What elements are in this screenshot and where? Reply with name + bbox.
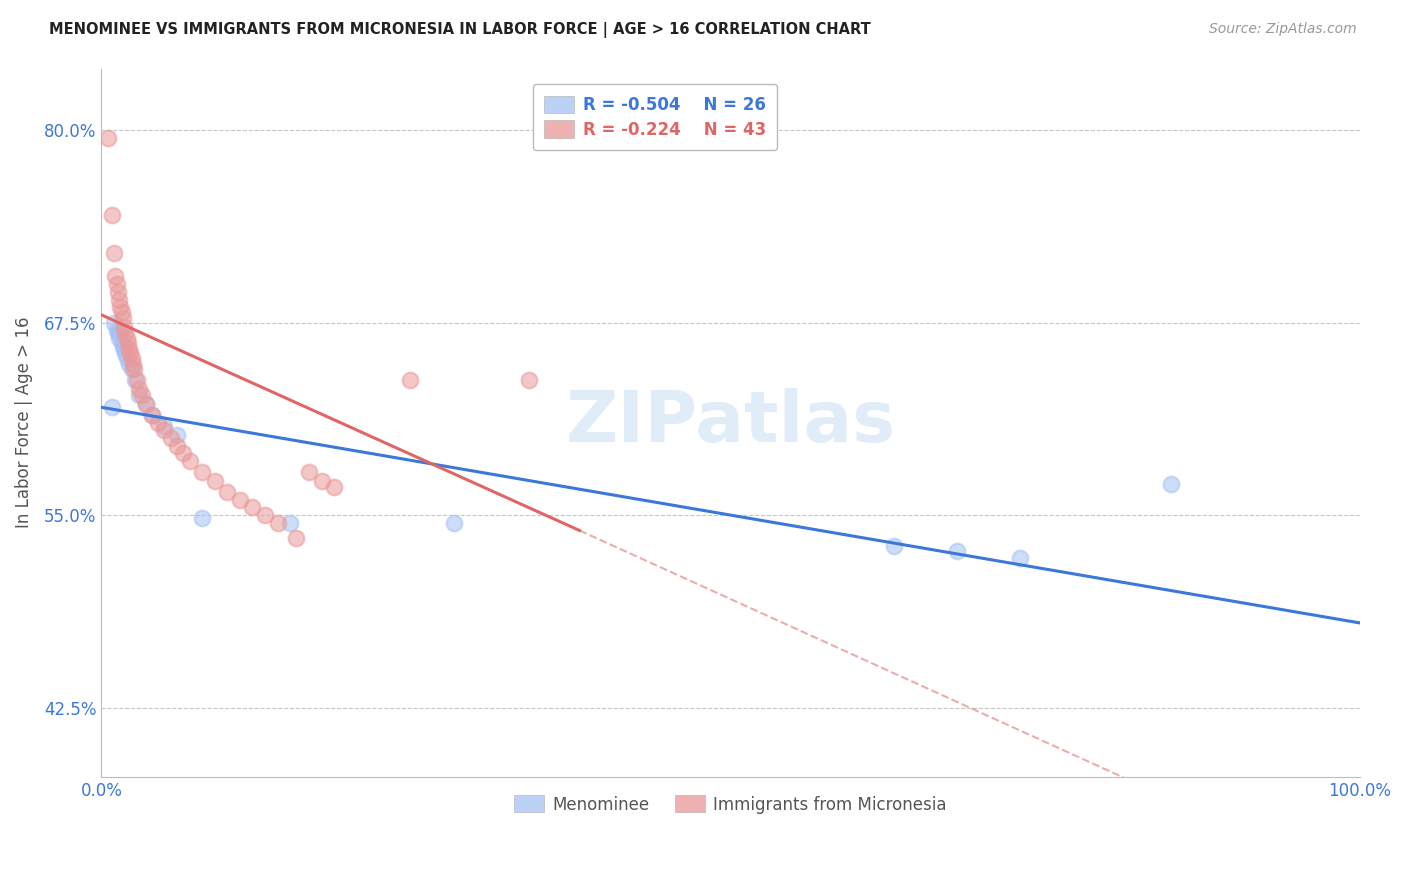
Point xyxy=(107,326,129,341)
Point xyxy=(153,424,176,438)
Point xyxy=(104,269,127,284)
Point xyxy=(128,382,150,396)
Point xyxy=(146,416,169,430)
Point xyxy=(100,401,122,415)
Point xyxy=(311,474,333,488)
Point xyxy=(398,373,420,387)
Point xyxy=(946,543,969,558)
Point xyxy=(204,474,226,488)
Point xyxy=(128,388,150,402)
Point xyxy=(117,335,139,350)
Point xyxy=(111,339,134,353)
Point xyxy=(114,326,136,341)
Point xyxy=(97,131,120,145)
Text: Source: ZipAtlas.com: Source: ZipAtlas.com xyxy=(1209,22,1357,37)
Point xyxy=(323,480,346,494)
Point xyxy=(122,357,145,371)
Point xyxy=(110,335,132,350)
Point xyxy=(285,531,308,545)
Point xyxy=(110,305,132,319)
Point xyxy=(443,516,465,530)
Point xyxy=(112,320,135,334)
Point xyxy=(114,346,136,360)
Point xyxy=(266,516,288,530)
Point xyxy=(105,323,128,337)
Point xyxy=(112,342,135,356)
Point xyxy=(118,342,141,356)
Point xyxy=(253,508,276,522)
Point xyxy=(108,331,131,345)
Point xyxy=(166,428,188,442)
Point xyxy=(517,373,540,387)
Legend: Menominee, Immigrants from Micronesia: Menominee, Immigrants from Micronesia xyxy=(503,784,959,825)
Point xyxy=(125,373,148,387)
Point xyxy=(191,511,214,525)
Point xyxy=(120,346,142,360)
Point xyxy=(107,285,129,299)
Point xyxy=(100,208,122,222)
Point xyxy=(179,454,201,468)
Point xyxy=(159,431,181,445)
Point xyxy=(172,446,194,460)
Point xyxy=(108,293,131,307)
Point xyxy=(141,408,163,422)
Point xyxy=(122,361,145,376)
Point xyxy=(121,351,143,365)
Point xyxy=(134,397,156,411)
Point xyxy=(278,516,301,530)
Y-axis label: In Labor Force | Age > 16: In Labor Force | Age > 16 xyxy=(15,317,32,528)
Point xyxy=(1008,551,1031,566)
Point xyxy=(242,500,264,515)
Point xyxy=(110,326,132,341)
Point xyxy=(153,418,176,433)
Point xyxy=(191,465,214,479)
Point xyxy=(134,397,156,411)
Point xyxy=(110,300,132,314)
Point xyxy=(118,357,141,371)
Text: MENOMINEE VS IMMIGRANTS FROM MICRONESIA IN LABOR FORCE | AGE > 16 CORRELATION CH: MENOMINEE VS IMMIGRANTS FROM MICRONESIA … xyxy=(49,22,870,38)
Point xyxy=(115,331,138,345)
Point xyxy=(166,439,188,453)
Point xyxy=(141,408,163,422)
Text: ZIPatlas: ZIPatlas xyxy=(565,388,896,458)
Point xyxy=(111,310,134,325)
Point xyxy=(103,246,125,260)
Point xyxy=(229,492,252,507)
Point xyxy=(115,351,138,365)
Point xyxy=(217,485,239,500)
Point xyxy=(131,388,153,402)
Point xyxy=(124,373,146,387)
Point xyxy=(298,465,321,479)
Point xyxy=(1160,477,1182,491)
Point xyxy=(883,539,905,553)
Point xyxy=(105,277,128,292)
Point xyxy=(103,316,125,330)
Point xyxy=(121,361,143,376)
